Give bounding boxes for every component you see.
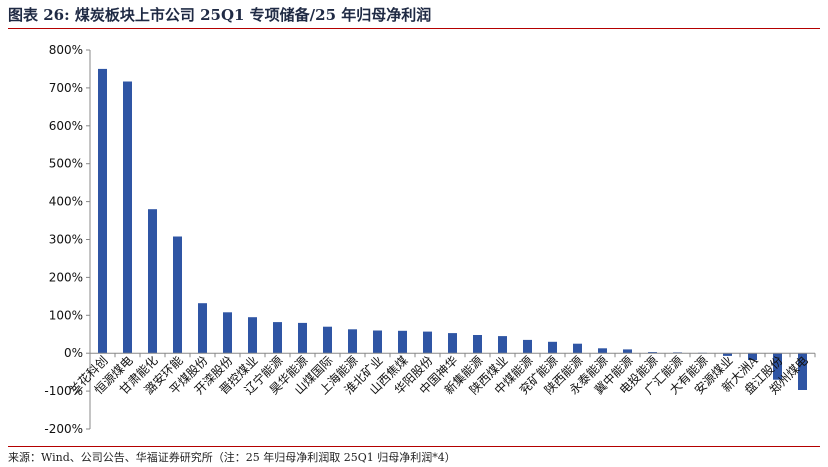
y-tick-label: 300% <box>49 233 83 247</box>
bar <box>623 349 632 354</box>
bar <box>573 343 582 354</box>
footer-divider <box>8 446 820 447</box>
bar <box>723 353 732 356</box>
y-tick-label: 200% <box>49 270 83 284</box>
bar <box>223 312 232 354</box>
y-tick-label: 800% <box>49 43 83 57</box>
bar <box>773 353 782 380</box>
bar <box>448 333 457 354</box>
y-tick-label: 400% <box>49 195 83 209</box>
bar <box>398 330 407 354</box>
bar <box>648 352 657 354</box>
bar <box>598 348 607 354</box>
chart-title: 图表 26: 煤炭板块上市公司 25Q1 专项储备/25 年归母净利润 <box>8 6 432 24</box>
bar <box>373 330 382 354</box>
bar <box>273 322 282 354</box>
y-tick-label: 500% <box>49 157 83 171</box>
bar <box>748 353 757 360</box>
bar <box>98 68 107 354</box>
y-tick-label: -100% <box>44 384 83 398</box>
bar <box>473 335 482 354</box>
bar <box>423 331 432 354</box>
bar <box>348 329 357 354</box>
y-tick-label: 700% <box>49 81 83 95</box>
bar <box>323 326 332 354</box>
bar <box>248 317 257 354</box>
bar <box>523 339 532 354</box>
y-tick-label: -200% <box>44 422 83 436</box>
bar <box>123 81 132 354</box>
bar <box>173 236 182 354</box>
bar <box>498 336 507 354</box>
source-note: 来源：Wind、公司公告、华福证券研究所（注：25 年归母净利润取 25Q1 归… <box>8 451 456 464</box>
bar-chart: -200% -100% 0% 100% 200% 300% 400% 500% 600% 700%… <box>44 43 816 436</box>
y-tick-label: 0% <box>64 346 83 360</box>
bar <box>798 353 807 390</box>
y-tick-label: 100% <box>49 308 83 322</box>
title-divider <box>8 28 820 29</box>
y-tick-label: 600% <box>49 119 83 133</box>
bar <box>548 341 557 354</box>
bar <box>198 303 207 354</box>
bar <box>148 209 157 354</box>
bar <box>298 322 307 354</box>
